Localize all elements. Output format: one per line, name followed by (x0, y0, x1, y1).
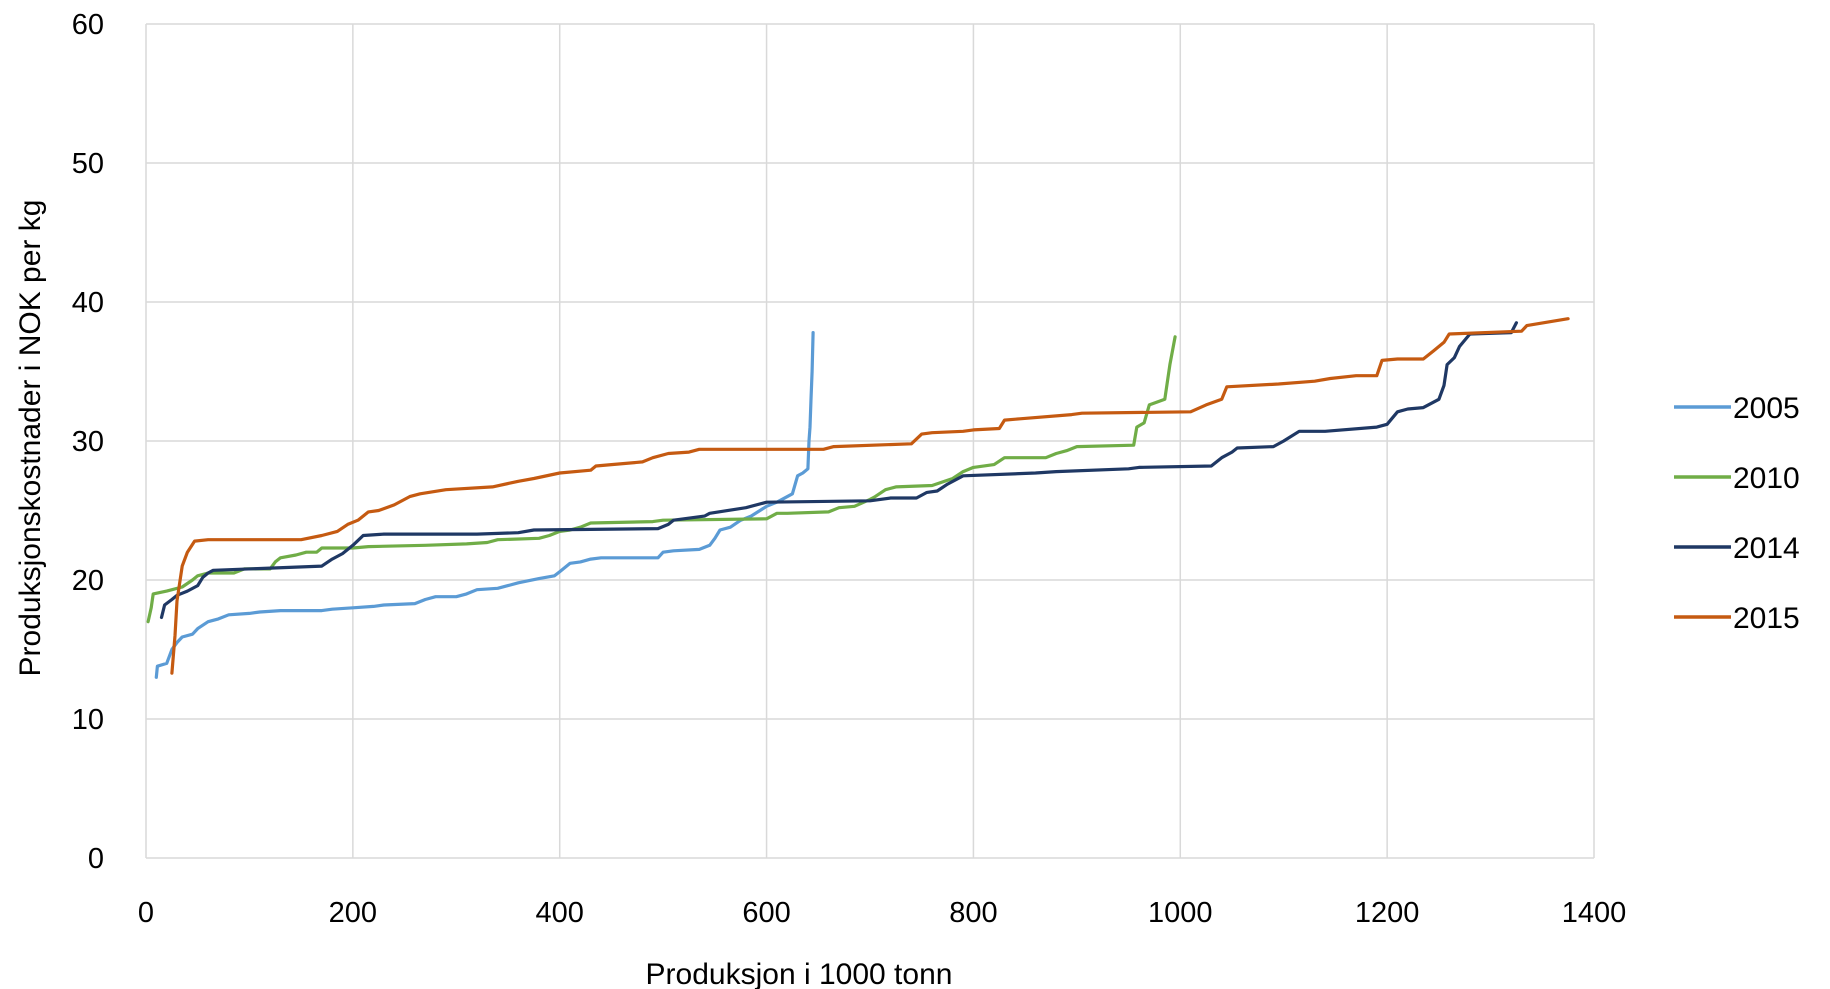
y-tick-label: 10 (72, 704, 104, 736)
legend-label: 2015 (1733, 602, 1800, 635)
x-tick-label: 600 (742, 897, 790, 929)
y-tick-label: 0 (88, 843, 104, 875)
x-tick-label: 1200 (1355, 897, 1420, 929)
x-axis-title: Produksjon i 1000 tonn (646, 958, 953, 989)
x-tick-label: 400 (536, 897, 584, 929)
y-tick-label: 20 (72, 565, 104, 597)
legend-label: 2014 (1733, 532, 1800, 565)
x-tick-label: 200 (329, 897, 377, 929)
x-tick-label: 1400 (1562, 897, 1627, 929)
y-tick-label: 30 (72, 426, 104, 458)
legend-label: 2010 (1733, 462, 1800, 495)
grid-lines (145, 23, 1595, 859)
series-line-2010 (146, 335, 1177, 624)
y-tick-label: 50 (72, 148, 104, 180)
y-tick-label: 40 (72, 287, 104, 319)
y-axis-ticks: 0 10 20 30 40 50 60 (72, 9, 104, 875)
y-axis-title: Produksjonskostnader i NOK per kg (14, 200, 47, 677)
x-tick-label: 1000 (1148, 897, 1213, 929)
legend: 2005 2010 2014 2015 (1674, 392, 1800, 635)
legend-label: 2005 (1733, 392, 1800, 425)
x-axis-ticks: 0 200 400 600 800 1000 1200 1400 (138, 897, 1626, 929)
series-line-2005 (154, 331, 815, 679)
x-tick-label: 0 (138, 897, 154, 929)
series-line-2015 (170, 317, 1570, 675)
y-tick-label: 60 (72, 9, 104, 41)
series-lines (146, 317, 1570, 679)
x-tick-label: 800 (949, 897, 997, 929)
series-line-2014 (159, 321, 1519, 620)
